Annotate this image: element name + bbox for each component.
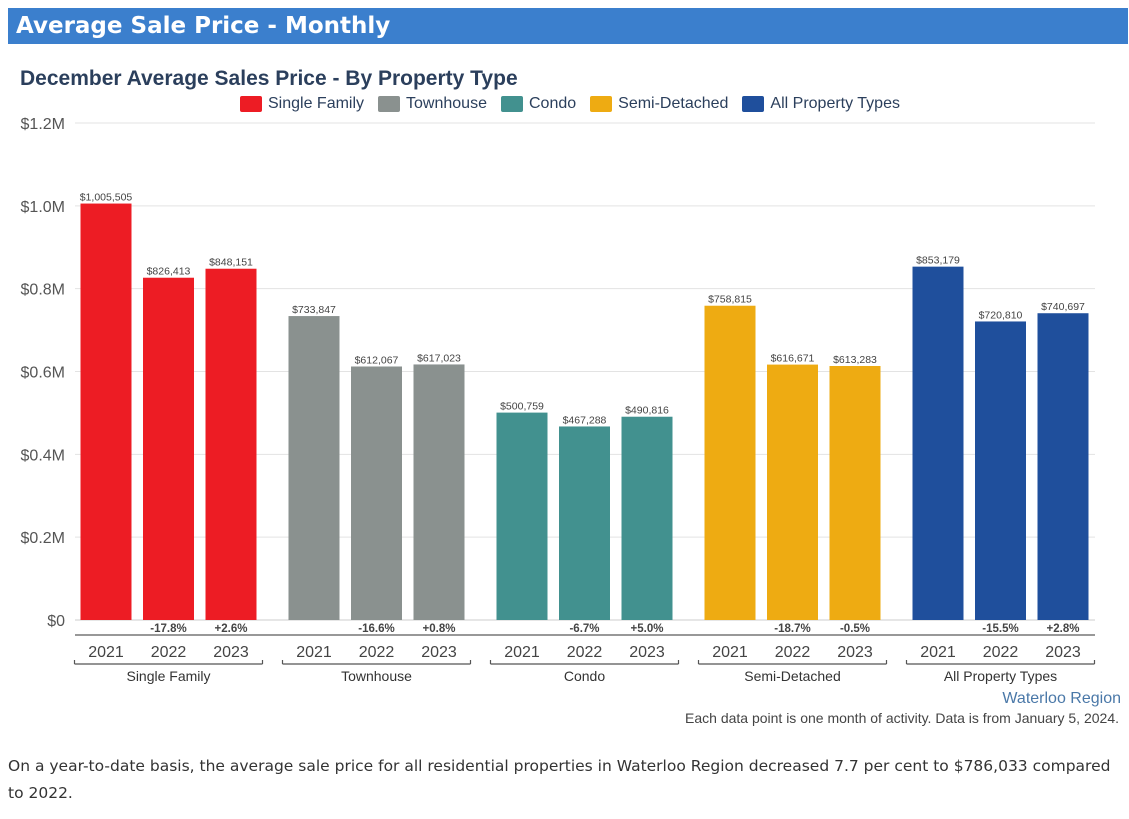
x-tick-label: 2023 (213, 644, 249, 661)
x-tick-label: 2022 (983, 644, 1019, 661)
y-tick-label: $0.2M (21, 530, 65, 547)
chart-title: December Average Sales Price - By Proper… (20, 67, 518, 90)
y-tick-label: $0 (47, 613, 65, 630)
data-label: $740,697 (1041, 301, 1085, 313)
bar (912, 266, 964, 620)
data-label: $720,810 (979, 309, 1023, 321)
x-tick-label: 2023 (837, 644, 873, 661)
bar (829, 365, 881, 620)
legend-item[interactable]: All Property Types (742, 95, 900, 113)
bar (205, 268, 257, 620)
legend-swatch (378, 96, 401, 112)
legend-label: Townhouse (406, 95, 487, 112)
bar (351, 366, 402, 620)
data-label: $853,179 (916, 255, 960, 267)
bar (559, 426, 610, 620)
bar (767, 364, 818, 620)
legend-label: All Property Types (770, 95, 900, 112)
legend-swatch (590, 96, 613, 112)
data-label: $490,816 (625, 405, 669, 417)
change-label: -0.5% (840, 623, 870, 635)
change-label: -15.5% (982, 623, 1018, 635)
x-tick-label: 2023 (629, 644, 665, 661)
y-tick-label: $1.2M (21, 116, 65, 133)
data-label: $848,151 (209, 257, 253, 269)
group-label: All Property Types (944, 668, 1057, 684)
x-tick-label: 2022 (151, 644, 187, 661)
legend-item[interactable]: Condo (500, 95, 577, 113)
x-tick-label: 2021 (712, 644, 748, 661)
change-label: +2.6% (215, 623, 248, 635)
y-tick-label: $0.8M (21, 282, 65, 299)
x-tick-label: 2022 (775, 644, 811, 661)
change-label: -6.7% (569, 623, 599, 635)
bar (975, 321, 1026, 620)
page-banner: Average Sale Price - Monthly (8, 8, 1128, 44)
group-label: Condo (564, 668, 605, 684)
bar (1037, 313, 1089, 620)
bar (80, 203, 132, 620)
bar (288, 316, 340, 620)
bar (496, 412, 548, 620)
data-label: $613,283 (833, 354, 877, 366)
y-tick-label: $0.4M (21, 447, 65, 464)
x-tick-label: 2021 (296, 644, 332, 661)
legend-label: Semi-Detached (618, 95, 729, 112)
bar (621, 416, 673, 620)
data-label: $616,671 (771, 353, 815, 365)
change-label: -17.8% (150, 623, 186, 635)
data-label: $826,413 (147, 266, 191, 278)
x-tick-label: 2022 (359, 644, 395, 661)
bar-chart: $0 $0.2M $0.4M $0.6M $0.8M $1.0M $1.2M $1,005,5… (21, 116, 1096, 684)
data-label: $612,067 (355, 355, 399, 367)
legend-label: Single Family (268, 95, 365, 112)
x-tick-label: 2022 (567, 644, 603, 661)
group-label: Townhouse (341, 668, 412, 684)
x-tick-label: 2021 (504, 644, 540, 661)
y-tick-label: $0.6M (21, 365, 65, 382)
region-label[interactable]: Waterloo Region (1002, 690, 1121, 707)
x-tick-label: 2023 (421, 644, 457, 661)
legend-item[interactable]: Townhouse (378, 95, 487, 113)
bar (704, 305, 756, 620)
chart-legend: Single Family Townhouse Condo Semi-Detached… (240, 95, 900, 113)
legend-item[interactable]: Semi-Detached (590, 95, 728, 113)
x-tick-label: 2021 (88, 644, 124, 661)
data-label: $467,288 (563, 414, 607, 426)
group-label: Semi-Detached (744, 668, 841, 684)
legend-swatch (240, 96, 262, 112)
data-label: $500,759 (500, 401, 544, 413)
change-label: -18.7% (774, 623, 810, 635)
change-label: -16.6% (358, 623, 394, 635)
legend-swatch (500, 96, 523, 112)
legend-swatch (742, 96, 765, 112)
x-tick-label: 2023 (1045, 644, 1081, 661)
y-tick-label: $1.0M (21, 199, 65, 216)
data-label: $758,815 (708, 294, 752, 306)
change-label: +2.8% (1047, 623, 1080, 635)
data-label: $617,023 (417, 352, 461, 364)
group-label: Single Family (126, 668, 210, 684)
change-label: +0.8% (423, 623, 456, 635)
legend-label: Condo (528, 95, 577, 112)
data-label: $1,005,505 (80, 192, 133, 204)
bar (413, 364, 465, 620)
footnote: Each data point is one month of activity… (685, 710, 1119, 726)
summary-paragraph: On a year-to-date basis, the average sal… (8, 757, 1111, 802)
x-tick-label: 2021 (920, 644, 956, 661)
data-label: $733,847 (292, 304, 336, 316)
change-label: +5.0% (631, 623, 664, 635)
bar (143, 277, 194, 620)
legend-item[interactable]: Single Family (240, 95, 364, 113)
